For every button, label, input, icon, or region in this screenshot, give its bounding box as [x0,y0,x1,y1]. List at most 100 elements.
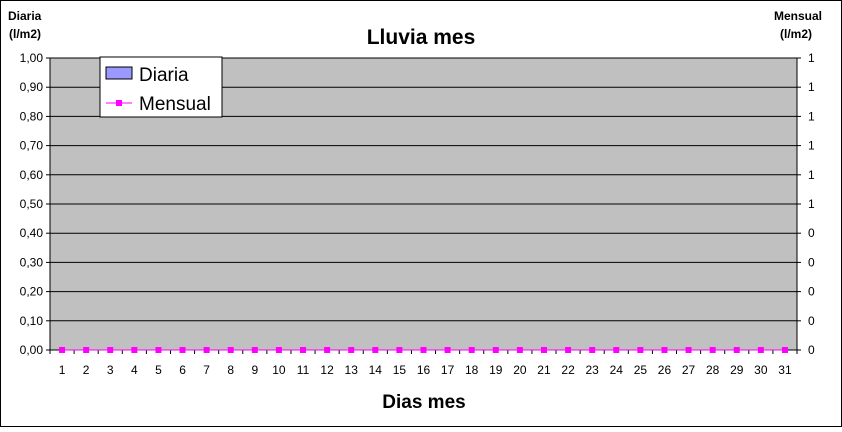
x-tick-label: 10 [272,363,286,377]
point-mensual [155,347,162,353]
point-mensual [396,347,403,353]
x-tick-label: 30 [754,363,768,377]
left-tick-label: 0,50 [20,197,44,211]
left-tick-label: 0,70 [20,139,44,153]
right-tick-label: 1 [808,197,815,211]
x-tick-label: 7 [203,363,210,377]
x-tick-label: 1 [59,363,66,377]
point-mensual [781,347,788,353]
point-mensual [589,347,596,353]
x-tick-label: 18 [465,363,479,377]
x-tick-label: 23 [585,363,599,377]
point-mensual [733,347,740,353]
right-tick-label: 0 [808,226,815,240]
point-mensual [709,347,716,353]
legend-swatch-diaria [105,66,133,80]
point-mensual [275,347,282,353]
x-tick-label: 9 [251,363,258,377]
point-mensual [565,347,572,353]
x-tick-label: 27 [682,363,696,377]
x-tick-label: 2 [83,363,90,377]
point-mensual [348,347,355,353]
point-mensual [227,347,234,353]
right-tick-label: 0 [808,255,815,269]
right-tick-label: 1 [808,139,815,153]
point-mensual [492,347,499,353]
point-mensual [131,347,138,353]
right-tick-label: 1 [808,109,815,123]
point-mensual [637,347,644,353]
point-mensual [516,347,523,353]
left-tick-label: 0,80 [20,109,44,123]
x-tick-label: 26 [658,363,672,377]
point-mensual [179,347,186,353]
left-tick-label: 0,00 [20,343,44,357]
left-axis-label-line1: Diaria [8,9,42,23]
x-tick-label: 12 [320,363,334,377]
left-tick-label: 0,10 [20,314,44,328]
x-tick-label: 15 [393,363,407,377]
x-tick-label: 5 [155,363,162,377]
legend-label-diaria: Diaria [139,65,189,86]
point-mensual [757,347,764,353]
x-tick-label: 16 [417,363,431,377]
right-tick-label: 1 [808,51,815,65]
point-mensual [83,347,90,353]
point-mensual [444,347,451,353]
right-tick-label: 0 [808,343,815,357]
x-tick-label: 24 [610,363,624,377]
chart-title: Lluvia mes [367,26,476,49]
y-left-ticks: 0,00 0,10 0,20 0,30 0,40 0,50 0,60 0,70 0,80 0,90… [20,51,50,357]
left-tick-label: 0,20 [20,285,44,299]
x-tick-label: 6 [179,363,186,377]
legend-marker-mensual [116,100,122,106]
left-tick-label: 0,30 [20,255,44,269]
right-axis-label-line2: (l/m2) [780,27,812,41]
x-tick-label: 25 [634,363,648,377]
left-tick-label: 0,60 [20,168,44,182]
left-tick-label: 0,40 [20,226,44,240]
point-mensual [107,347,114,353]
x-tick-label: 21 [537,363,551,377]
x-tick-label: 31 [778,363,792,377]
x-tick-label: 28 [706,363,720,377]
right-axis-label-line1: Mensual [774,9,822,23]
point-mensual [540,347,547,353]
grid-lines [49,57,798,351]
x-tick-label: 8 [227,363,234,377]
point-mensual [372,347,379,353]
right-tick-label: 1 [808,168,815,182]
x-tick-label: 13 [345,363,359,377]
x-tick-label: 29 [730,363,744,377]
point-mensual [613,347,620,353]
right-tick-label: 0 [808,314,815,328]
left-tick-label: 1,00 [20,51,44,65]
point-mensual [420,347,427,353]
point-mensual [661,347,668,353]
left-tick-label: 0,90 [20,80,44,94]
right-tick-label: 1 [808,80,815,94]
point-mensual [324,347,331,353]
right-tick-label: 0 [808,285,815,299]
point-mensual [468,347,475,353]
point-mensual [59,347,66,353]
x-tick-label: 17 [441,363,455,377]
x-tick-label: 14 [369,363,383,377]
x-tick-label: 4 [131,363,138,377]
point-mensual [203,347,210,353]
point-mensual [300,347,307,353]
legend-label-mensual: Mensual [139,94,211,115]
x-tick-label: 22 [561,363,575,377]
line-series [59,347,788,353]
x-tick-label: 3 [107,363,114,377]
point-mensual [685,347,692,353]
legend: Diaria Mensual [99,56,223,118]
y-right-ticks: 0 0 0 0 0 1 1 1 1 1 1 [797,51,815,357]
x-axis-label: Dias mes [382,392,465,413]
x-tick-label: 20 [513,363,527,377]
x-ticks: 1 2 3 4 5 6 7 8 9 10 11 12 13 14 15 16 17 18 19 20 21 22 23 24 2… [49,350,798,377]
x-tick-label: 11 [297,363,310,377]
x-tick-label: 19 [489,363,503,377]
point-mensual [251,347,258,353]
